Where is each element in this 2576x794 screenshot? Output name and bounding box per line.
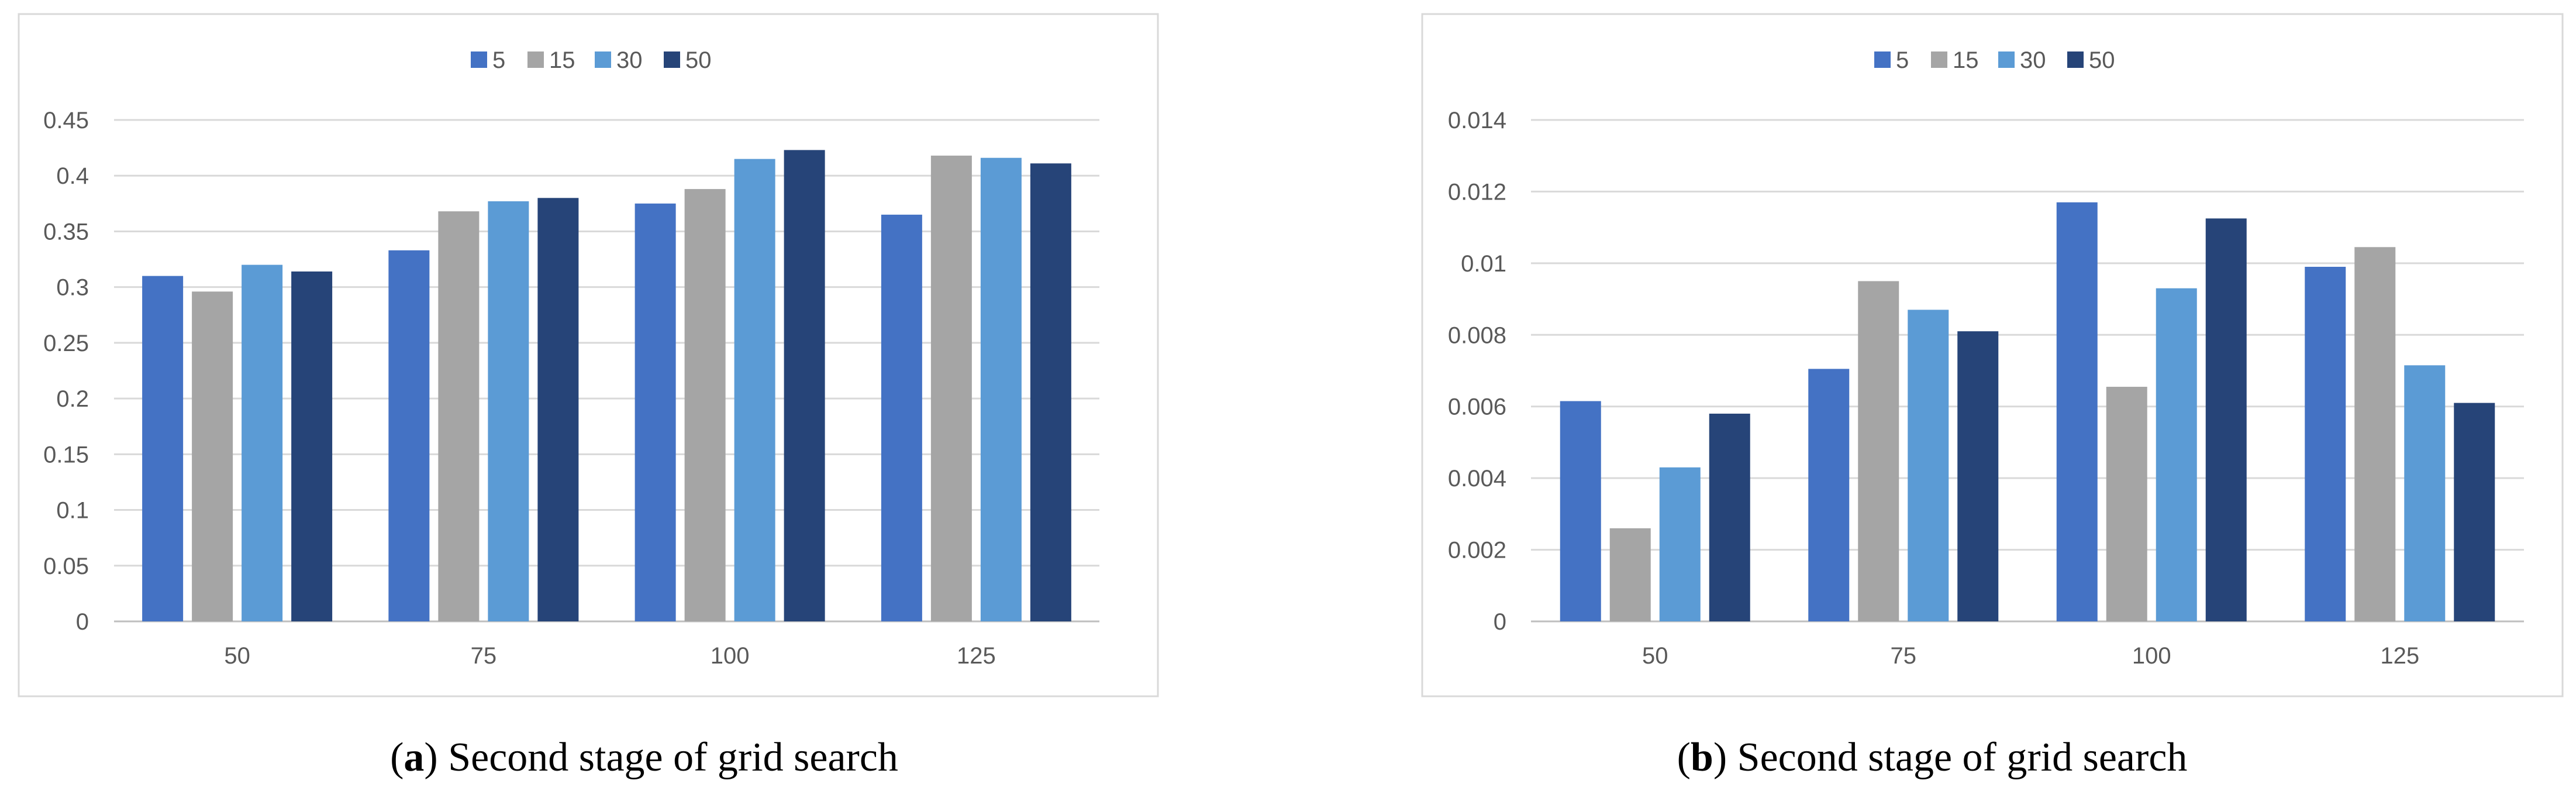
chart-a-svg: 0 0.05 0.1 0.15 0.2 0.25 0.3 0.35 0.4 0.45 50 75 100…: [18, 13, 1159, 697]
caption-a: (a) Second stage of grid search: [390, 735, 898, 780]
chart-b-bar-series-15-cat-125: [2354, 247, 2396, 622]
chart-panel-b: 0 0.002 0.004 0.006 0.008 0.01 0.012 0.014 50 75 1…: [1288, 0, 2576, 794]
chart-a-legend-label-15: 15: [549, 47, 575, 73]
chart-a-y-tick-label: 0.2: [56, 386, 89, 412]
chart-a-y-tick-label: 0.35: [43, 219, 89, 245]
chart-b-frame: [1421, 13, 2564, 697]
chart-b-bar-series-15-cat-100: [2106, 387, 2147, 621]
chart-b-legend-swatch-30: [1998, 51, 2015, 68]
chart-b-y-tick-label: 0.006: [1448, 394, 1506, 420]
chart-a-legend-swatch-50: [664, 51, 680, 68]
chart-b-x-tick-label: 125: [2380, 643, 2419, 669]
chart-a-legend-label-50: 50: [685, 47, 712, 73]
chart-a-y-tick-label: 0.4: [56, 163, 89, 189]
chart-a-bar-series-5-cat-125: [881, 214, 922, 621]
chart-b-legend-swatch-5: [1874, 51, 1891, 68]
chart-a-bar-series-5-cat-50: [142, 276, 184, 622]
chart-a-legend-swatch-30: [595, 51, 611, 68]
chart-a-bar-series-30-cat-75: [488, 201, 529, 622]
chart-a-bar-series-50-cat-125: [1030, 163, 1071, 622]
chart-b-bar-series-50-cat-50: [1709, 413, 1750, 621]
chart-b-y-tick-label: 0: [1494, 609, 1506, 635]
chart-b-y-tick-label: 0.014: [1448, 108, 1506, 133]
chart-a-bar-series-30-cat-100: [734, 159, 775, 622]
chart-a-bar-series-15-cat-125: [930, 155, 972, 621]
caption-b-text: Second stage of grid search: [1727, 735, 2188, 780]
chart-a-bar-series-50-cat-100: [784, 150, 825, 621]
chart-b-legend-label-50: 50: [2089, 47, 2115, 73]
chart-a-bar-series-50-cat-50: [291, 271, 333, 621]
caption-a-text: Second stage of grid search: [437, 735, 898, 780]
chart-a-frame: [18, 13, 1159, 697]
chart-panel-a: 0 0.05 0.1 0.15 0.2 0.25 0.3 0.35 0.4 0.45 50 75 100…: [18, 13, 1159, 780]
chart-b-x-tick-label: 100: [2132, 643, 2171, 669]
chart-b-bar-series-50-cat-100: [2205, 218, 2247, 621]
chart-b-bar-series-30-cat-125: [2404, 365, 2446, 621]
chart-b-y-tick-label: 0.012: [1448, 179, 1506, 205]
chart-b-legend-swatch-15: [1931, 51, 1947, 68]
chart-b-bar-series-30-cat-100: [2156, 288, 2197, 621]
chart-b-y-tick-label: 0.002: [1448, 538, 1506, 563]
chart-a-y-tick-label: 0.05: [43, 554, 89, 579]
chart-b-x-tick-label: 75: [1891, 643, 1917, 669]
chart-b-legend-label-30: 30: [2020, 47, 2046, 73]
caption-a-label: a: [404, 735, 425, 780]
chart-a-bar-series-15-cat-50: [192, 291, 233, 622]
chart-b-y-tick-label: 0.008: [1448, 322, 1506, 348]
chart-a-bar-series-30-cat-125: [980, 157, 1022, 621]
chart-b-bar-series-5-cat-100: [2056, 202, 2098, 621]
chart-a-y-tick-label: 0.1: [56, 498, 89, 524]
chart-a-bar-series-15-cat-75: [438, 211, 480, 622]
chart-a-bar-series-15-cat-100: [684, 189, 726, 621]
chart-b-bar-series-30-cat-50: [1659, 467, 1701, 621]
chart-b-legend-swatch-50: [2067, 51, 2084, 68]
chart-a-y-tick-label: 0.15: [43, 442, 89, 468]
chart-b-bar-series-15-cat-50: [1609, 528, 1651, 621]
chart-a-x-tick-label: 125: [957, 643, 996, 669]
caption-b: (b) Second stage of grid search: [1677, 735, 2188, 780]
chart-a-bar-series-50-cat-75: [537, 198, 579, 621]
chart-b-svg: 0 0.002 0.004 0.006 0.008 0.01 0.012 0.014 50 75 1…: [1421, 13, 2564, 697]
chart-b-bar-series-5-cat-50: [1560, 401, 1601, 621]
chart-b-legend-label-5: 5: [1896, 47, 1909, 73]
chart-a-legend-swatch-15: [527, 51, 544, 68]
chart-a-y-tick-label: 0.25: [43, 331, 89, 356]
chart-b-bar-series-30-cat-75: [1908, 310, 1949, 621]
chart-b-bar-series-5-cat-75: [1808, 369, 1850, 621]
chart-a-legend-label-5: 5: [492, 47, 505, 73]
chart-b-y-tick-label: 0.004: [1448, 466, 1506, 491]
caption-b-label: b: [1690, 735, 1713, 780]
chart-b-x-tick-label: 50: [1642, 643, 1668, 669]
chart-a-y-tick-label: 0.3: [56, 275, 89, 301]
chart-b-bar-series-50-cat-75: [1957, 331, 1999, 621]
chart-a-y-tick-label: 0: [76, 609, 89, 635]
chart-a-x-tick-label: 50: [224, 643, 250, 669]
chart-a-y-tick-label: 0.45: [43, 108, 89, 133]
chart-a-x-tick-label: 100: [711, 643, 750, 669]
chart-a-bar-series-30-cat-50: [242, 264, 283, 622]
chart-b-bar-series-5-cat-125: [2305, 266, 2346, 621]
chart-b-legend-label-15: 15: [1953, 47, 1979, 73]
chart-b-bar-series-15-cat-75: [1858, 281, 1899, 621]
chart-a-x-tick-label: 75: [471, 643, 497, 669]
chart-b-bar-series-50-cat-125: [2454, 403, 2495, 621]
chart-a-legend-swatch-5: [471, 51, 487, 68]
chart-a-bar-series-5-cat-100: [634, 203, 676, 621]
chart-a-bar-series-5-cat-75: [388, 250, 430, 621]
chart-b-y-tick-label: 0.01: [1461, 251, 1506, 277]
chart-a-legend-label-30: 30: [616, 47, 643, 73]
